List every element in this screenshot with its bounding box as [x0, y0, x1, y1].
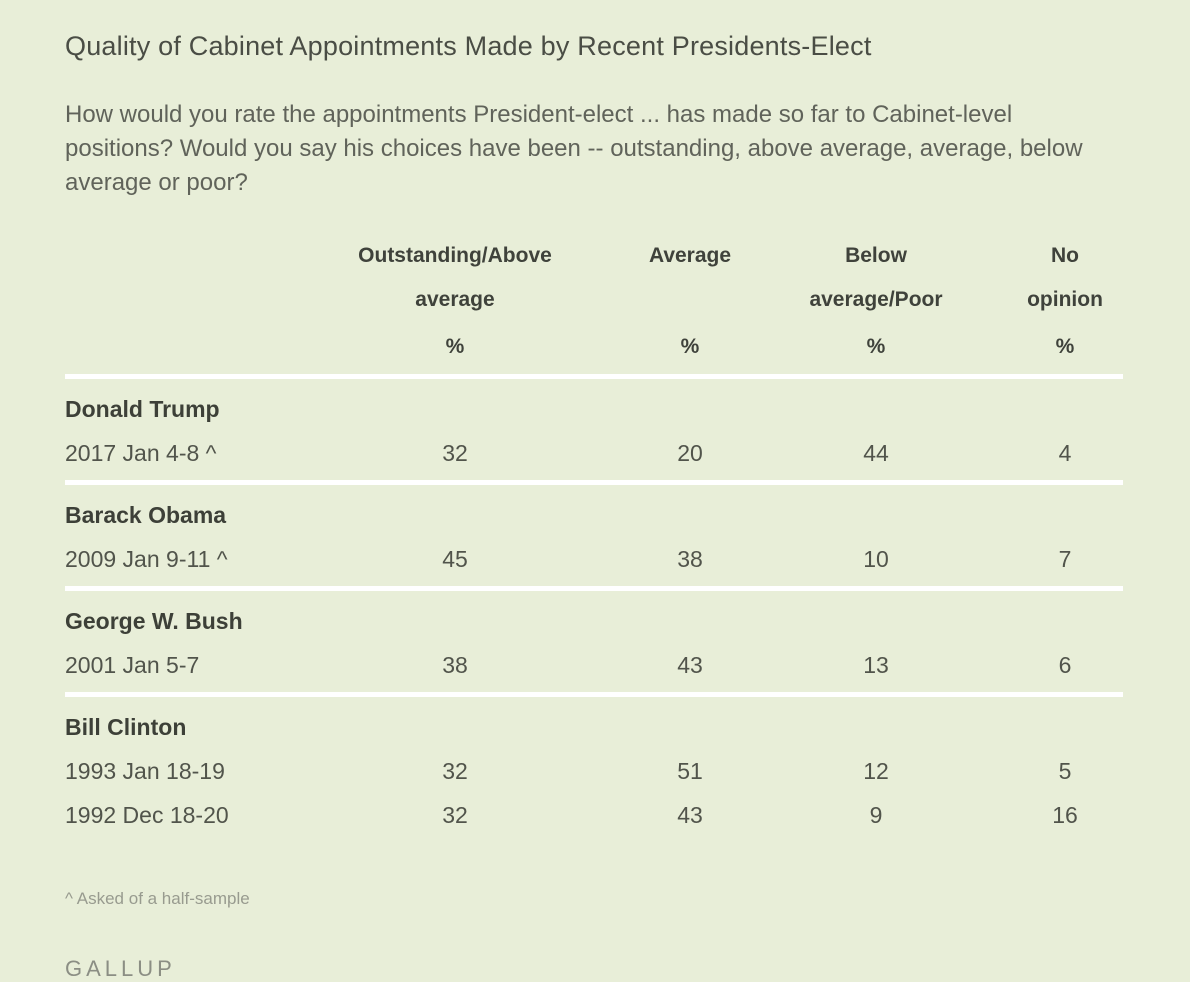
value-cell: 44 — [745, 431, 1007, 485]
value-cell: 38 — [635, 537, 745, 591]
col-header-line: Average — [648, 244, 732, 267]
poll-result-row: 1992 Dec 18-20 32 43 9 16 — [65, 793, 1123, 837]
value-cell: 43 — [635, 643, 745, 697]
col-header-line: opinion — [1027, 288, 1103, 311]
poll-date: 1992 Dec 18-20 — [65, 802, 229, 828]
col-header-line: average — [415, 288, 495, 311]
value-cell: 10 — [745, 537, 1007, 591]
col-header-line: Outstanding/Above — [358, 244, 552, 267]
unit-cell-empty — [65, 322, 275, 379]
survey-question: How would you rate the appointments Pres… — [65, 101, 1083, 196]
poll-result-row: 1993 Jan 18-19 32 51 12 5 — [65, 749, 1123, 793]
poll-date: 2001 Jan 5-7 — [65, 643, 275, 697]
value-cell: 16 — [1052, 802, 1078, 828]
value-cell: 43 — [677, 802, 703, 828]
value-cell: 13 — [745, 643, 1007, 697]
poll-result-row: 2017 Jan 4-8 ^ 32 20 44 4 — [65, 431, 1123, 485]
poll-date: 1993 Jan 18-19 — [65, 758, 225, 784]
col-header-average: Average — [635, 234, 745, 322]
president-name-row: Donald Trump — [65, 377, 1123, 432]
value-cell: 20 — [635, 431, 745, 485]
value-cell: 32 — [442, 758, 468, 784]
value-cell: 4 — [1007, 431, 1123, 485]
president-name-row: Barack Obama — [65, 483, 1123, 538]
poll-date: 2017 Jan 4-8 ^ — [65, 431, 275, 485]
president-name: George W. Bush — [65, 608, 243, 634]
value-cell: 45 — [275, 537, 635, 591]
value-cell: 32 — [442, 802, 468, 828]
row-label-header — [65, 234, 275, 322]
poll-date: 2009 Jan 9-11 ^ — [65, 537, 275, 591]
gallup-wordmark: GALLUP — [65, 956, 176, 981]
col-header-line: Below — [845, 244, 907, 267]
col-header-line: No — [1051, 244, 1079, 267]
unit-row: % % % % — [65, 322, 1123, 379]
col-header-line: average/Poor — [809, 288, 943, 311]
col-header-below-average-poor: Below average/Poor — [745, 234, 1007, 322]
page-title: Quality of Cabinet Appointments Made by … — [65, 31, 872, 61]
value-cell: 38 — [275, 643, 635, 697]
president-name: Donald Trump — [65, 396, 220, 422]
value-cell: 32 — [275, 431, 635, 485]
value-cell: 6 — [1007, 643, 1123, 697]
poll-result-row: 2001 Jan 5-7 38 43 13 6 — [65, 643, 1123, 697]
col-header-outstanding-above-average: Outstanding/Above average — [275, 234, 635, 322]
value-cell: 51 — [677, 758, 703, 784]
unit-cell: % — [745, 322, 1007, 379]
footnote: ^ Asked of a half-sample — [65, 889, 250, 908]
column-header-row: Outstanding/Above average Average Below … — [65, 234, 1123, 322]
value-cell: 7 — [1007, 537, 1123, 591]
president-name-row: George W. Bush — [65, 589, 1123, 644]
president-name: Bill Clinton — [65, 714, 187, 740]
unit-cell: % — [1007, 322, 1123, 379]
value-cell: 9 — [869, 802, 883, 828]
value-cell: 5 — [1058, 758, 1072, 784]
unit-cell: % — [275, 322, 635, 379]
poll-table: Outstanding/Above average Average Below … — [65, 234, 1123, 837]
poll-result-row: 2009 Jan 9-11 ^ 45 38 10 7 — [65, 537, 1123, 591]
unit-cell: % — [635, 322, 745, 379]
president-name-row: Bill Clinton — [65, 695, 1123, 750]
value-cell: 12 — [863, 758, 889, 784]
col-header-no-opinion: No opinion — [1007, 234, 1123, 322]
president-name: Barack Obama — [65, 502, 227, 528]
